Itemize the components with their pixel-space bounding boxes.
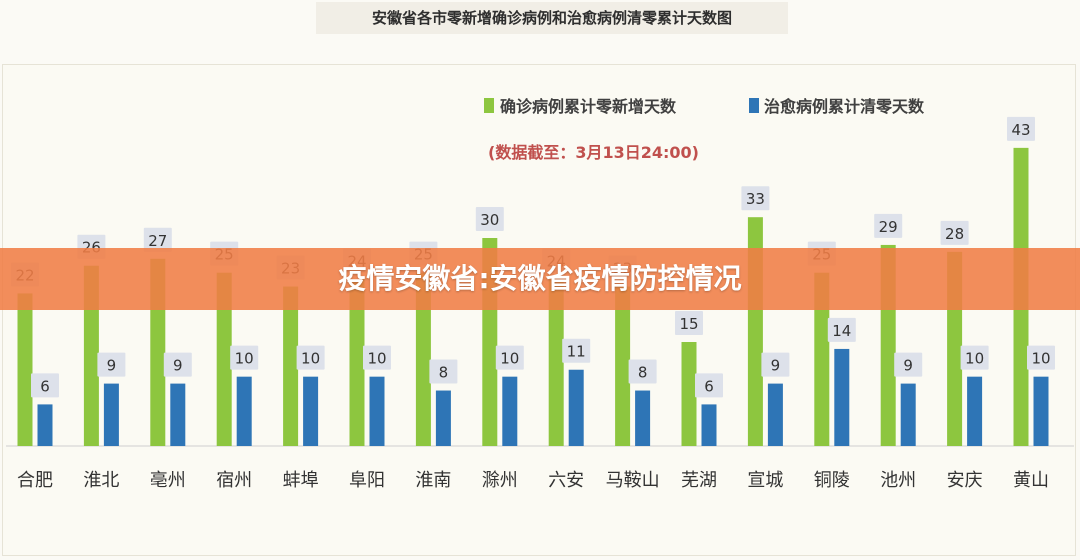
data-label-3-blue: 9 xyxy=(173,357,183,375)
data-label-14-green: 29 xyxy=(879,218,898,236)
bar-5-zero-new-days xyxy=(283,286,299,446)
data-label-7-blue: 8 xyxy=(439,364,449,382)
overlay-banner: 疫情安徽省:安徽省疫情防控情况 xyxy=(0,248,1080,310)
bar-8-cleared-days xyxy=(502,376,518,446)
bar-2-zero-new-days xyxy=(83,265,99,446)
data-label-box-4-blue xyxy=(230,345,259,370)
bar-10-zero-new-days xyxy=(615,286,631,446)
data-label-13-blue: 14 xyxy=(832,322,851,340)
data-label-box-9-blue xyxy=(562,338,591,363)
data-label-5-blue: 10 xyxy=(301,350,320,368)
data-label-16-blue: 10 xyxy=(1031,350,1050,368)
data-label-1-blue: 6 xyxy=(40,377,50,395)
x-tick-label-14: 池州 xyxy=(880,470,916,491)
bar-1-zero-new-days xyxy=(17,293,33,446)
bar-13-zero-new-days xyxy=(814,272,830,446)
bar-4-cleared-days xyxy=(236,376,252,446)
data-label-box-14-blue xyxy=(894,352,923,377)
data-label-box-1-blue xyxy=(31,373,59,398)
chart-frame xyxy=(2,64,1076,556)
data-cutoff-note: (数据截至：3月13日24:00) xyxy=(488,143,699,162)
data-label-6-blue: 10 xyxy=(367,350,386,368)
bar-11-cleared-days xyxy=(701,404,717,446)
x-tick-label-3: 亳州 xyxy=(150,470,186,491)
data-label-2-blue: 9 xyxy=(107,357,117,375)
bar-9-zero-new-days xyxy=(548,279,564,446)
legend-swatch-cleared-days xyxy=(749,98,759,113)
data-label-12-blue: 9 xyxy=(771,357,781,375)
data-label-9-blue: 11 xyxy=(567,343,586,361)
bar-15-cleared-days xyxy=(967,376,983,446)
data-label-box-10-blue xyxy=(628,359,657,384)
data-label-15-green: 28 xyxy=(945,225,964,243)
data-label-10-blue: 8 xyxy=(638,364,648,382)
x-tick-label-7: 淮南 xyxy=(415,470,451,491)
x-tick-label-4: 宿州 xyxy=(216,470,252,491)
data-label-box-11-green xyxy=(675,311,703,335)
x-tick-label-11: 芜湖 xyxy=(681,470,717,491)
data-label-14-blue: 9 xyxy=(903,357,913,375)
bar-1-cleared-days xyxy=(37,404,53,446)
bar-10-cleared-days xyxy=(635,390,651,446)
data-label-box-6-blue xyxy=(363,345,391,370)
data-label-11-blue: 6 xyxy=(704,377,714,395)
bar-13-cleared-days xyxy=(834,348,850,446)
data-label-box-8-blue xyxy=(495,345,524,370)
data-label-15-blue: 10 xyxy=(965,350,984,368)
data-label-box-3-blue xyxy=(163,352,192,377)
x-tick-label-15: 安庆 xyxy=(947,470,983,491)
x-tick-label-13: 铜陵 xyxy=(814,470,850,491)
bar-4-zero-new-days xyxy=(216,272,232,446)
bar-3-cleared-days xyxy=(170,383,186,446)
bar-12-cleared-days xyxy=(767,383,783,446)
x-tick-label-6: 阜阳 xyxy=(349,470,385,491)
bar-6-zero-new-days xyxy=(349,279,365,446)
x-tick-label-9: 六安 xyxy=(548,470,584,491)
bar-2-cleared-days xyxy=(103,383,119,446)
data-label-4-blue: 10 xyxy=(235,350,254,368)
bar-5-cleared-days xyxy=(303,376,319,446)
data-label-box-16-blue xyxy=(1027,345,1055,370)
data-label-box-3-green xyxy=(143,227,172,252)
data-label-3-green: 27 xyxy=(148,232,167,250)
x-tick-label-16: 黄山 xyxy=(1013,470,1049,491)
legend-swatch-zero-new-days xyxy=(484,98,494,113)
data-label-8-blue: 10 xyxy=(500,350,519,368)
data-label-box-2-blue xyxy=(97,352,126,377)
data-label-box-12-blue xyxy=(761,352,790,377)
data-label-box-12-green xyxy=(741,186,770,211)
legend-label-zero-new-days: 确诊病例累计零新增天数 xyxy=(500,97,677,116)
data-label-box-15-blue xyxy=(960,345,989,370)
bar-9-cleared-days xyxy=(568,369,584,446)
data-label-box-5-blue xyxy=(296,345,325,370)
bar-16-cleared-days xyxy=(1033,376,1049,446)
data-label-box-16-green xyxy=(1007,116,1035,141)
data-label-box-11-blue xyxy=(695,373,723,398)
legend-label-cleared-days: 治愈病例累计清零天数 xyxy=(764,97,925,116)
data-label-11-green: 15 xyxy=(679,315,698,333)
x-tick-label-12: 宣城 xyxy=(747,470,783,491)
chart-title: 安徽省各市零新增确诊病例和治愈病例清零累计天数图 xyxy=(316,2,788,34)
x-tick-label-5: 蚌埠 xyxy=(283,470,319,491)
data-label-box-7-blue xyxy=(429,359,458,384)
data-label-8-green: 30 xyxy=(480,211,499,229)
x-tick-label-8: 滁州 xyxy=(482,470,518,491)
data-label-box-15-green xyxy=(940,220,969,245)
x-tick-label-2: 淮北 xyxy=(83,470,119,491)
data-label-12-green: 33 xyxy=(746,190,765,208)
data-label-box-13-blue xyxy=(827,317,856,342)
bar-7-zero-new-days xyxy=(415,272,431,446)
bar-14-cleared-days xyxy=(900,383,916,446)
bar-6-cleared-days xyxy=(369,376,385,446)
x-tick-label-10: 马鞍山 xyxy=(606,470,660,491)
data-label-16-green: 43 xyxy=(1011,121,1030,139)
bar-11-zero-new-days xyxy=(681,342,697,446)
bar-7-cleared-days xyxy=(435,390,451,446)
data-label-box-14-green xyxy=(874,213,903,238)
x-tick-label-1: 合肥 xyxy=(17,470,53,491)
data-label-box-8-green xyxy=(475,207,504,231)
